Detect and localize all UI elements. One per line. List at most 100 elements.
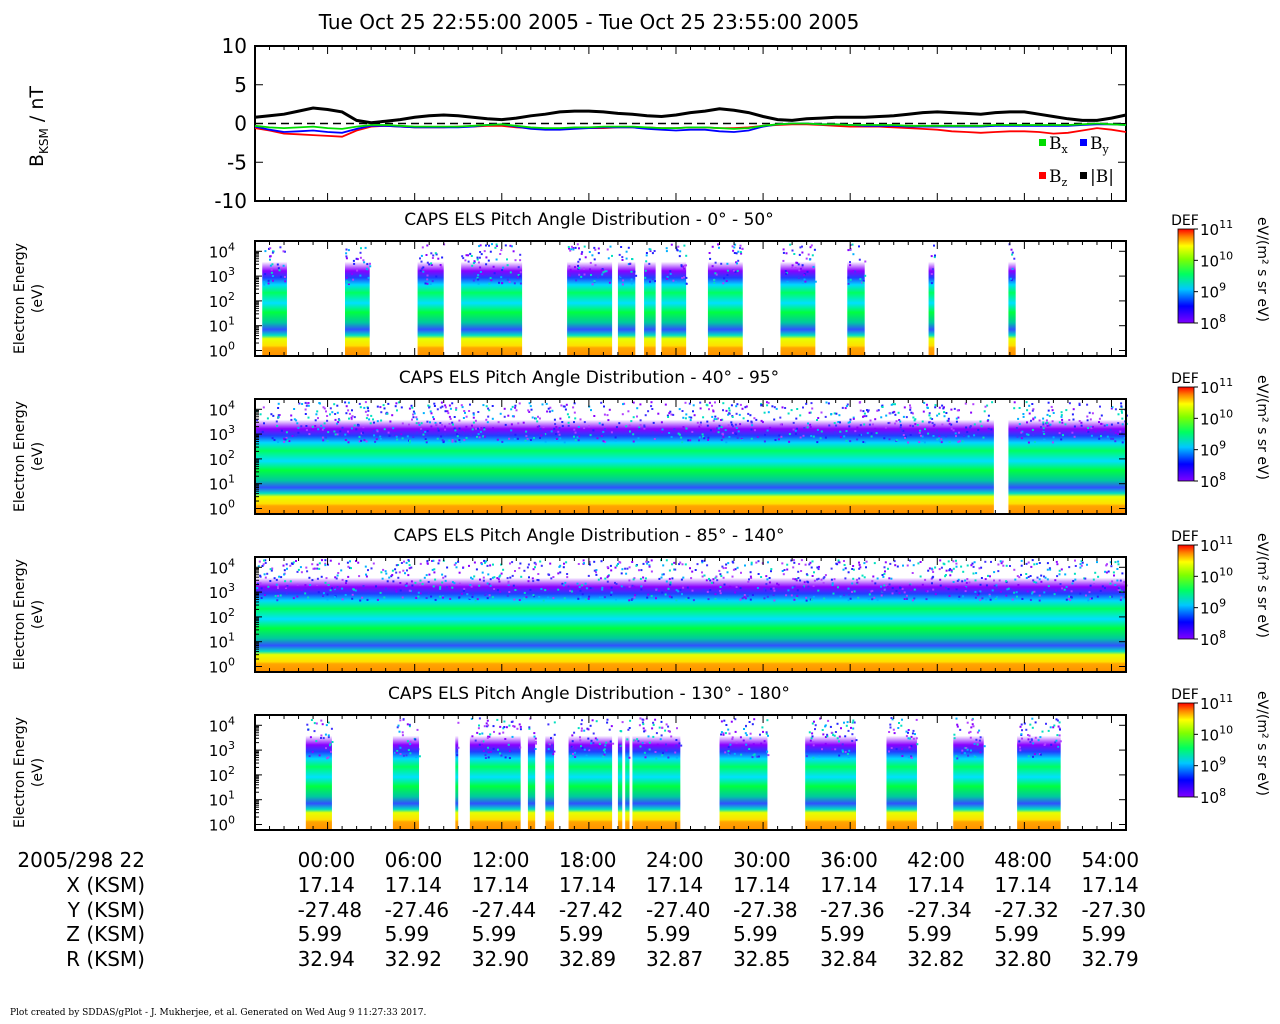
spectrogram-speckle bbox=[837, 560, 840, 563]
spectrogram-speckle bbox=[722, 436, 725, 439]
spectrogram-speckle bbox=[627, 728, 630, 731]
spectrogram-speckle bbox=[433, 571, 436, 574]
spectrogram-speckle bbox=[841, 743, 844, 746]
spectrogram-speckle bbox=[1087, 430, 1090, 433]
spectrogram-speckle bbox=[1016, 575, 1019, 578]
spectrogram-speckle bbox=[952, 560, 955, 563]
spectrogram-speckle bbox=[761, 726, 764, 729]
spectrogram-speckle bbox=[728, 732, 731, 735]
spectrogram-speckle bbox=[661, 726, 664, 729]
spectrogram-speckle bbox=[434, 578, 437, 581]
spectrogram-speckle bbox=[316, 410, 319, 413]
spectrogram-speckle bbox=[851, 582, 854, 585]
colorbar-tick-base: 10 bbox=[1200, 726, 1219, 744]
spectrogram-speckle bbox=[439, 406, 442, 409]
spectrogram-speckle bbox=[591, 587, 594, 590]
spectrogram-speckle bbox=[267, 585, 270, 588]
spectrogram-speckle bbox=[574, 266, 576, 269]
spectrogram-speckle bbox=[894, 413, 897, 416]
colorbar-tick-exp: 11 bbox=[1219, 218, 1233, 231]
spectrogram-speckle bbox=[600, 435, 603, 437]
spectrogram-speckle bbox=[355, 587, 358, 590]
spectrogram-speckle bbox=[979, 736, 982, 739]
spectrogram-speckle bbox=[736, 403, 739, 406]
spectrogram-speckle bbox=[848, 425, 851, 428]
spectrogram-speckle bbox=[507, 580, 510, 583]
spectrogram-speckle bbox=[444, 575, 447, 578]
spectrogram-speckle bbox=[508, 724, 511, 727]
axis-cell-y: -27.48 bbox=[298, 898, 362, 922]
spectrogram-speckle bbox=[608, 408, 611, 411]
spectrogram-speckle bbox=[510, 245, 513, 248]
spectrogram-speckle bbox=[352, 259, 355, 262]
spectrogram-speckle bbox=[461, 589, 464, 592]
spectrogram-speckle bbox=[994, 597, 997, 600]
spectrogram-speckle bbox=[587, 597, 590, 600]
spectrogram-speckle bbox=[775, 588, 778, 591]
spectrogram-speckle bbox=[482, 740, 485, 743]
spectrogram-speckle bbox=[478, 724, 480, 727]
spectrogram-speckle bbox=[429, 421, 431, 424]
spectrogram-speckle bbox=[476, 256, 479, 259]
colorbar-tick-base: 10 bbox=[1200, 600, 1219, 618]
spectrogram-speckle bbox=[1031, 559, 1034, 562]
spectrogram-speckle bbox=[723, 583, 726, 586]
spectrogram-speckle bbox=[745, 743, 748, 746]
spectrogram-speckle bbox=[1056, 719, 1059, 722]
spectrogram-speckle bbox=[544, 589, 547, 592]
spectrogram-speckle bbox=[845, 430, 848, 433]
spectrogram-speckle bbox=[600, 401, 603, 404]
spectrogram-speckle bbox=[890, 403, 893, 406]
spectrogram-speckle bbox=[347, 565, 350, 568]
spectrogram-speckle bbox=[844, 567, 847, 570]
spectrogram-speckle bbox=[911, 599, 914, 602]
spectrogram-speckle bbox=[767, 754, 770, 757]
spectrogram-speckle bbox=[740, 571, 742, 574]
spectrogram-speckle bbox=[734, 730, 737, 733]
spectrogram-speckle bbox=[407, 749, 410, 751]
spectrogram-speckle bbox=[584, 582, 587, 585]
spectrogram-speckle bbox=[910, 735, 913, 738]
spectrogram-speckle bbox=[714, 415, 717, 418]
spectrogram-speckle bbox=[338, 562, 340, 565]
spectrogram-speckle bbox=[902, 434, 905, 436]
spectrogram-speckle bbox=[472, 416, 475, 419]
spectrogram-speckle bbox=[408, 423, 410, 426]
spectrogram-speckle bbox=[481, 744, 483, 746]
y-tick-base: 10 bbox=[209, 426, 228, 444]
spectrogram-speckle bbox=[899, 426, 902, 429]
spectrogram-speckle bbox=[905, 730, 908, 733]
spectrogram-speckle bbox=[996, 586, 998, 589]
spectrogram-speckle bbox=[441, 439, 444, 442]
spectrogram-speckle bbox=[732, 269, 735, 272]
spectrogram-speckle bbox=[991, 589, 994, 592]
spectrogram-speckle bbox=[689, 567, 691, 570]
spectrogram-speckle bbox=[799, 579, 802, 582]
spectrogram-speckle bbox=[713, 279, 716, 281]
spectrogram-speckle bbox=[632, 429, 635, 431]
spectrogram-data-block bbox=[661, 241, 687, 356]
spectrogram-speckle bbox=[463, 587, 466, 590]
spectrogram-speckle bbox=[955, 562, 958, 565]
spectrogram-speckle bbox=[744, 597, 747, 600]
spectrogram-speckle bbox=[320, 424, 323, 427]
spectrogram-speckle bbox=[315, 740, 318, 743]
spectrogram-speckle bbox=[892, 403, 894, 406]
spectrogram-speckle bbox=[818, 565, 820, 568]
spectrogram-speckle bbox=[401, 422, 404, 425]
spectrogram-speckle bbox=[441, 405, 444, 408]
spectrogram-speckle bbox=[446, 410, 449, 413]
spectrogram-speckle bbox=[882, 575, 885, 578]
spectrogram-speckle bbox=[270, 413, 273, 416]
spectrogram-speckle bbox=[472, 412, 475, 415]
spectrogram-speckle bbox=[676, 249, 679, 252]
spectrogram-speckle bbox=[719, 573, 722, 576]
spectrogram-speckle bbox=[1038, 419, 1041, 422]
spectrogram-speckle bbox=[990, 428, 993, 431]
spectrogram-speckle bbox=[453, 563, 456, 566]
spectrogram-speckle bbox=[730, 423, 733, 426]
spectrogram-speckle bbox=[589, 434, 592, 437]
spectrogram-speckle bbox=[955, 755, 958, 758]
spectrogram-speckle bbox=[830, 578, 833, 581]
spectrogram-speckle bbox=[347, 283, 350, 285]
